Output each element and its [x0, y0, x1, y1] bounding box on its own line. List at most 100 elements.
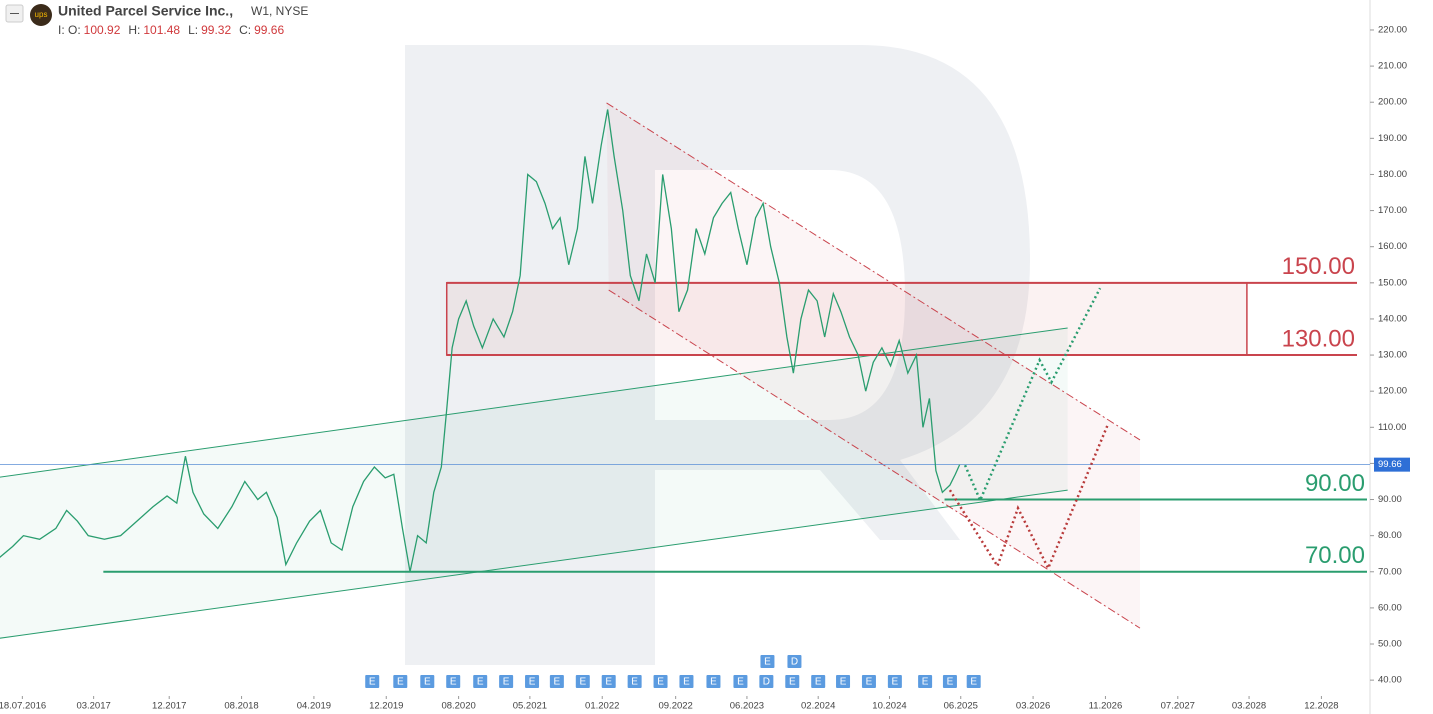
y-tick-label: 180.00 — [1378, 169, 1407, 180]
event-label: E — [764, 657, 771, 668]
event-label: E — [503, 677, 510, 688]
logo-text: ups — [35, 10, 48, 19]
channel-line — [0, 327, 1068, 478]
level-label: 130.00 — [1282, 325, 1355, 352]
event-marker[interactable] — [966, 675, 981, 688]
watermark — [405, 45, 1030, 665]
level-label: 150.00 — [1282, 253, 1355, 280]
event-marker[interactable] — [549, 675, 564, 688]
event-label: E — [970, 677, 977, 688]
event-marker[interactable] — [942, 675, 957, 688]
event-marker[interactable] — [473, 675, 488, 688]
event-label: E — [477, 677, 484, 688]
forecast-path — [948, 424, 1109, 572]
event-marker[interactable] — [420, 675, 435, 688]
ohlc-value: 99.32 — [201, 23, 231, 37]
event-marker[interactable] — [887, 675, 902, 688]
event-label: E — [554, 677, 561, 688]
y-tick-label: 190.00 — [1378, 133, 1407, 144]
y-tick-label: 200.00 — [1378, 97, 1407, 108]
y-tick-label: 140.00 — [1378, 313, 1407, 324]
event-label: D — [791, 657, 798, 668]
interval: W1, NYSE — [251, 4, 308, 18]
level-label: 90.00 — [1305, 470, 1365, 497]
channel-fill — [0, 327, 1068, 639]
ohlc-value: 100.92 — [84, 23, 121, 37]
event-marker[interactable] — [733, 675, 748, 688]
x-tick-label: 12.2017 — [152, 701, 186, 712]
event-label: E — [657, 677, 664, 688]
x-tick-label: 03.2028 — [1232, 701, 1266, 712]
channel-line — [0, 489, 1068, 639]
y-tick-label: 60.00 — [1378, 602, 1402, 613]
x-tick-label: 12.2028 — [1304, 701, 1338, 712]
event-label: E — [815, 677, 822, 688]
event-marker[interactable] — [760, 655, 775, 668]
event-label: E — [631, 677, 638, 688]
title: United Parcel Service Inc., — [58, 3, 233, 19]
event-label: E — [605, 677, 612, 688]
header: ups United Parcel Service Inc., W1, NYSE… — [5, 3, 308, 37]
y-tick-label: 40.00 — [1378, 675, 1402, 686]
event-marker[interactable] — [759, 675, 774, 688]
event-marker[interactable] — [393, 675, 408, 688]
last-price-label: 99.66 — [1378, 459, 1402, 470]
logo — [30, 4, 52, 26]
event-label: E — [840, 677, 847, 688]
forecast-path — [963, 287, 1102, 504]
y-tick-label: 160.00 — [1378, 241, 1407, 252]
event-marker[interactable] — [446, 675, 461, 688]
y-tick-label: 150.00 — [1378, 277, 1407, 288]
event-label: E — [710, 677, 717, 688]
x-tick-label: 02.2024 — [801, 701, 835, 712]
x-tick-label: 09.2022 — [658, 701, 692, 712]
x-tick-label: 01.2022 — [585, 701, 619, 712]
level-label: 70.00 — [1305, 542, 1365, 569]
event-label: D — [763, 677, 770, 688]
event-label: E — [737, 677, 744, 688]
ohlc-label: C: — [239, 23, 251, 37]
event-marker[interactable] — [601, 675, 616, 688]
x-tick-label: 04.2019 — [297, 701, 331, 712]
channel-line — [606, 102, 1141, 441]
event-marker[interactable] — [575, 675, 590, 688]
event-marker[interactable] — [653, 675, 668, 688]
event-label: E — [369, 677, 376, 688]
x-tick-label: 18.07.2016 — [0, 701, 46, 712]
event-marker[interactable] — [785, 675, 800, 688]
y-tick-label: 80.00 — [1378, 530, 1402, 541]
event-marker[interactable] — [861, 675, 876, 688]
event-marker[interactable] — [918, 675, 933, 688]
x-tick-label: 11.2026 — [1089, 701, 1123, 712]
event-label: E — [424, 677, 431, 688]
event-marker[interactable] — [499, 675, 514, 688]
x-tick-label: 08.2020 — [441, 701, 475, 712]
event-marker[interactable] — [679, 675, 694, 688]
price-line — [0, 109, 961, 572]
event-marker[interactable] — [365, 675, 380, 688]
event-label: E — [450, 677, 457, 688]
event-label: E — [683, 677, 690, 688]
x-tick-label: 12.2019 — [369, 701, 403, 712]
y-tick-label: 130.00 — [1378, 350, 1407, 361]
y-tick-label: 210.00 — [1378, 61, 1407, 72]
y-tick-label: 110.00 — [1378, 422, 1406, 433]
event-label: E — [397, 677, 404, 688]
x-tick-label: 08.2018 — [224, 701, 258, 712]
event-marker[interactable] — [525, 675, 540, 688]
event-marker[interactable] — [627, 675, 642, 688]
event-label: E — [866, 677, 873, 688]
y-tick-label: 220.00 — [1378, 24, 1407, 35]
event-marker[interactable] — [836, 675, 851, 688]
event-marker[interactable] — [811, 675, 826, 688]
event-marker[interactable] — [706, 675, 721, 688]
zone — [445, 282, 1248, 356]
x-tick-label: 06.2025 — [944, 701, 978, 712]
ohlc-prefix: I: — [58, 23, 65, 37]
x-tick-label: 05.2021 — [513, 701, 547, 712]
event-label: E — [922, 677, 929, 688]
ohlc-label: O: — [68, 23, 81, 37]
ohlc-value: 101.48 — [143, 23, 180, 37]
event-marker[interactable] — [787, 655, 802, 668]
event-label: E — [789, 677, 796, 688]
